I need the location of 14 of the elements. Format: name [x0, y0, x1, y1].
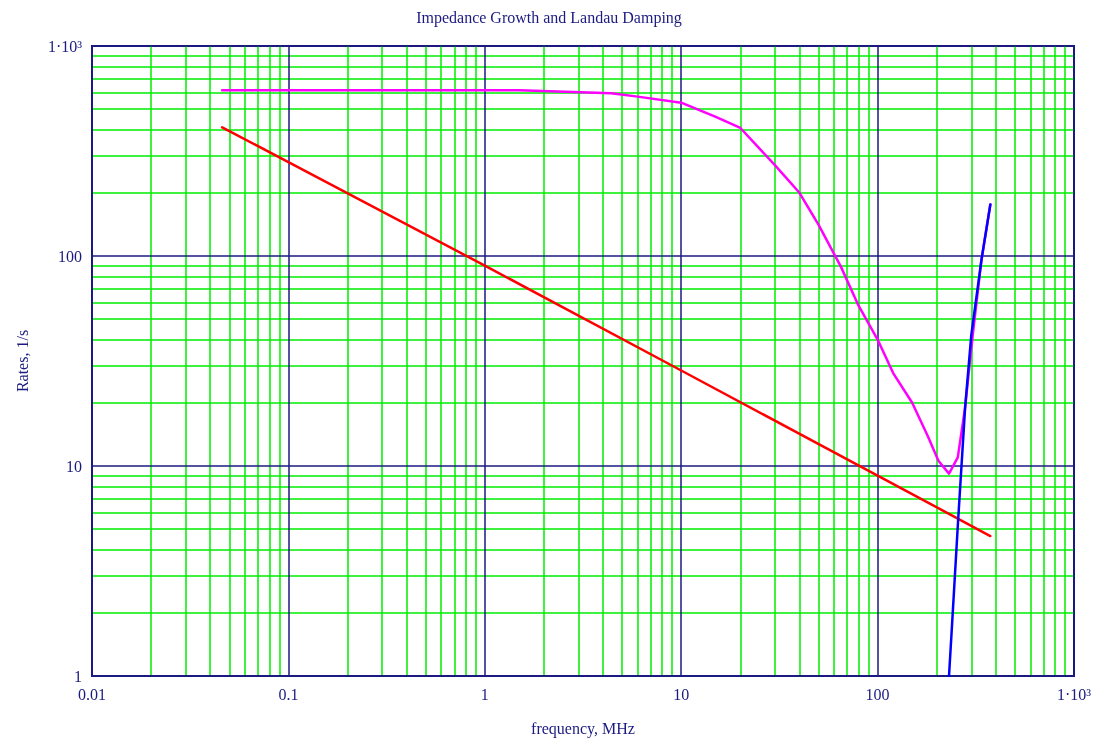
x-axis-title: frequency, MHz: [531, 719, 635, 738]
y-axis-title: Rates, 1/s: [13, 329, 31, 393]
chart-title: Impedance Growth and Landau Damping: [416, 8, 682, 27]
x-tick-label: 1: [480, 685, 489, 703]
line-series: [947, 203, 992, 678]
x-tick-label: 0.1: [278, 685, 299, 703]
x-tick-label: 0.01: [78, 685, 106, 703]
x-tick-label: 10: [673, 685, 690, 703]
x-tick-label: 100: [865, 685, 890, 703]
y-tick-label: 1: [74, 667, 82, 685]
x-tick-label: 1·10³: [1056, 685, 1092, 703]
y-tick-label: 10: [66, 457, 82, 475]
y-tick-label: 100: [58, 247, 82, 265]
y-tick-label: 1·10³: [47, 37, 83, 55]
